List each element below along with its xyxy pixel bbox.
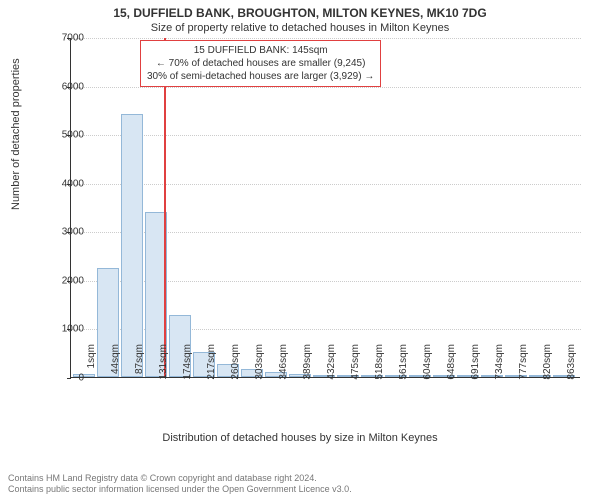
xtick-label: 863sqm bbox=[566, 344, 577, 380]
reference-line bbox=[164, 38, 166, 377]
xtick-label: 346sqm bbox=[278, 344, 289, 380]
xtick-label: 87sqm bbox=[134, 344, 145, 374]
ytick-label: 5000 bbox=[44, 130, 84, 141]
callout-line1: 15 DUFFIELD BANK: 145sqm bbox=[147, 44, 374, 57]
gridline bbox=[71, 38, 581, 39]
ytick-label: 2000 bbox=[44, 275, 84, 286]
footer-line1: Contains HM Land Registry data © Crown c… bbox=[8, 473, 592, 485]
xtick-label: 518sqm bbox=[374, 344, 385, 380]
gridline bbox=[71, 135, 581, 136]
xtick-label: 389sqm bbox=[302, 344, 313, 380]
xtick-label: 1sqm bbox=[86, 344, 97, 368]
xtick-label: 217sqm bbox=[206, 344, 217, 380]
ytick-label: 3000 bbox=[44, 227, 84, 238]
callout-line3: 30% of semi-detached houses are larger (… bbox=[147, 70, 374, 83]
plot-region bbox=[70, 38, 580, 378]
xtick-label: 734sqm bbox=[494, 344, 505, 380]
xtick-label: 691sqm bbox=[470, 344, 481, 380]
xtick-label: 561sqm bbox=[398, 344, 409, 380]
xtick-label: 820sqm bbox=[542, 344, 553, 380]
header: 15, DUFFIELD BANK, BROUGHTON, MILTON KEY… bbox=[0, 0, 600, 34]
xtick-label: 131sqm bbox=[158, 344, 169, 380]
xtick-label: 44sqm bbox=[110, 344, 121, 374]
xtick-label: 648sqm bbox=[446, 344, 457, 380]
xtick-label: 260sqm bbox=[230, 344, 241, 380]
xtick-label: 604sqm bbox=[422, 344, 433, 380]
xtick-label: 174sqm bbox=[182, 344, 193, 380]
ytick-label: 4000 bbox=[44, 178, 84, 189]
gridline bbox=[71, 184, 581, 185]
y-axis-label: Number of detached properties bbox=[10, 58, 22, 210]
xtick-label: 432sqm bbox=[326, 344, 337, 380]
xtick-label: 777sqm bbox=[518, 344, 529, 380]
ytick-label: 0 bbox=[44, 373, 84, 384]
page-subtitle: Size of property relative to detached ho… bbox=[0, 22, 600, 34]
ytick-label: 1000 bbox=[44, 324, 84, 335]
xtick-label: 303sqm bbox=[254, 344, 265, 380]
chart-area bbox=[70, 38, 580, 378]
histogram-bar bbox=[121, 114, 143, 377]
footer-line2: Contains public sector information licen… bbox=[8, 484, 592, 496]
footer: Contains HM Land Registry data © Crown c… bbox=[8, 473, 592, 496]
callout-line2: ← 70% of detached houses are smaller (9,… bbox=[147, 57, 374, 70]
callout-box: 15 DUFFIELD BANK: 145sqm ← 70% of detach… bbox=[140, 40, 381, 87]
xtick-label: 475sqm bbox=[350, 344, 361, 380]
ytick-label: 7000 bbox=[44, 33, 84, 44]
ytick-label: 6000 bbox=[44, 81, 84, 92]
x-axis-label: Distribution of detached houses by size … bbox=[0, 432, 600, 444]
page-title: 15, DUFFIELD BANK, BROUGHTON, MILTON KEY… bbox=[0, 6, 600, 20]
